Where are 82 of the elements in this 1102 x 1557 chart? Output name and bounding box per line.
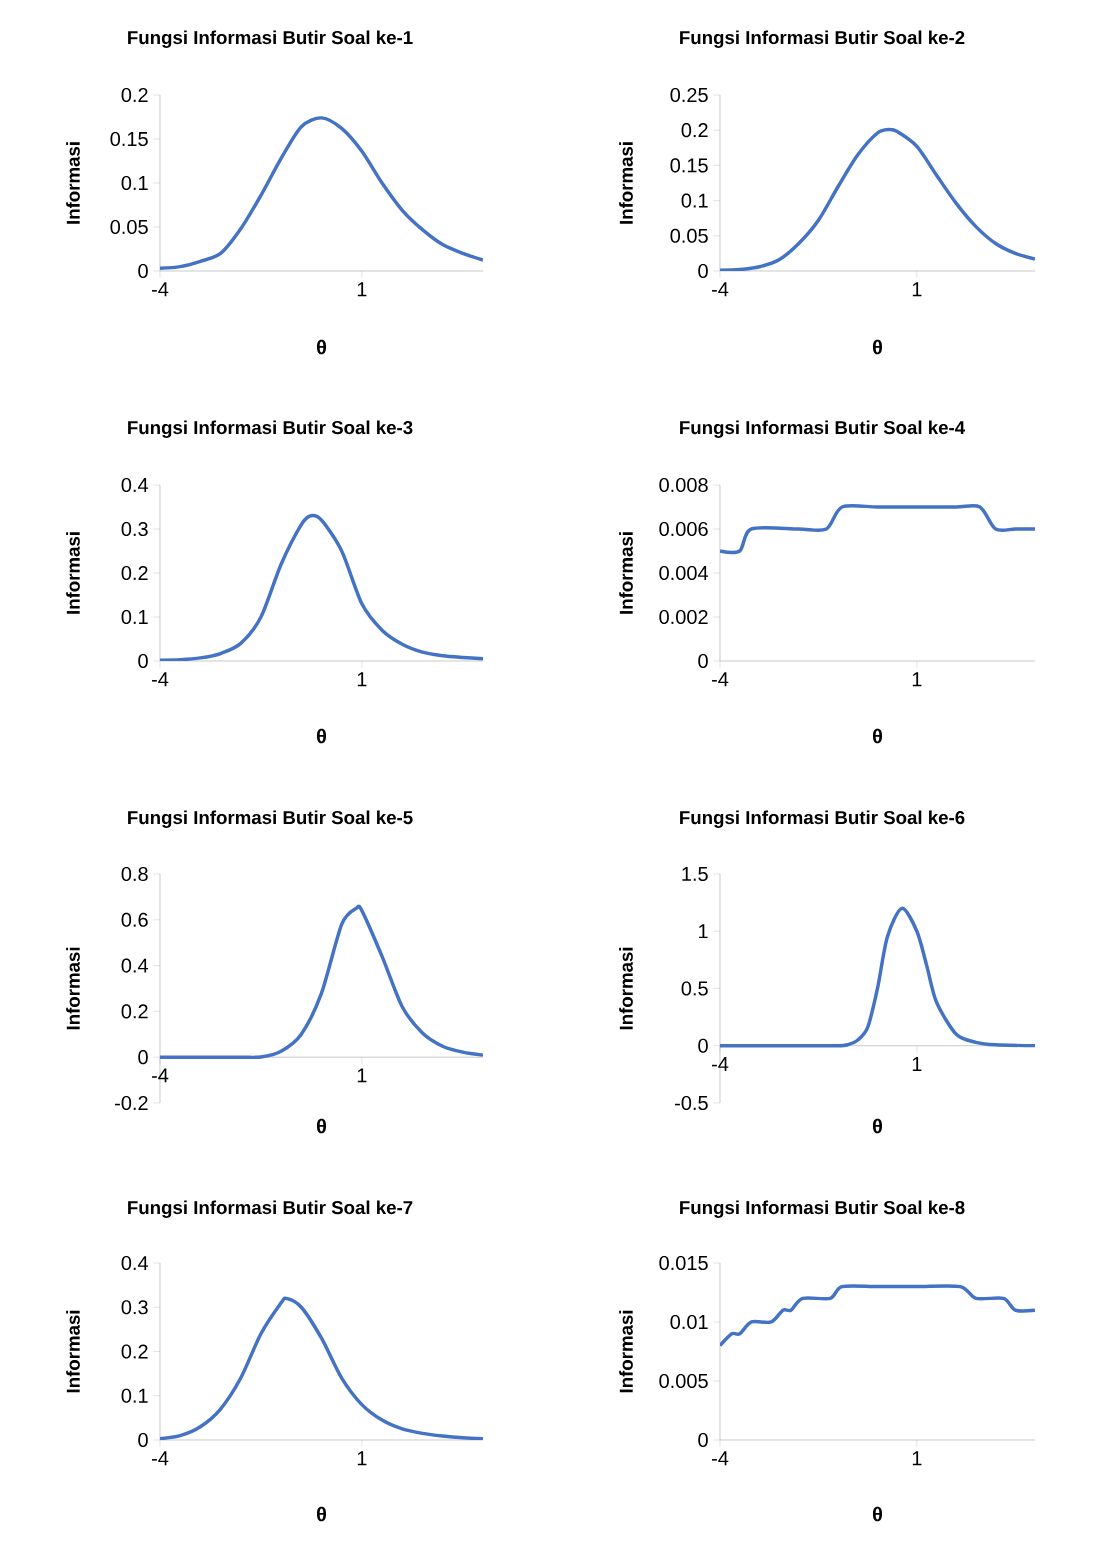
- y-tick-label: 0.2: [121, 1004, 148, 1019]
- y-tick-label: 1: [699, 924, 708, 939]
- y-tick-label: 0.004: [659, 565, 709, 581]
- y-axis-title: Informasi: [66, 1310, 80, 1393]
- y-tick-label: 0.1: [121, 1388, 148, 1403]
- x-tick-label: -4: [711, 672, 729, 687]
- y-axis-title: Informasi: [66, 947, 80, 1030]
- y-tick-label: 0.1: [681, 193, 708, 208]
- y-tick-label: 0.15: [110, 131, 148, 147]
- x-axis-title: θ: [872, 728, 883, 744]
- x-tick-label: 1: [357, 672, 367, 687]
- x-axis-title: θ: [316, 339, 327, 355]
- chart-title: Fungsi Informasi Butir Soal ke-5: [128, 810, 413, 828]
- y-tick-label: 0.8: [121, 866, 148, 882]
- y-tick-label: 0: [138, 263, 148, 279]
- y-tick-label: 0.2: [121, 87, 148, 103]
- y-tick-label: 0.015: [659, 1255, 708, 1271]
- y-tick-label: 0.3: [121, 1300, 148, 1315]
- y-tick-label: 0.5: [681, 981, 708, 996]
- y-tick-label: 0.002: [659, 609, 708, 625]
- x-tick-label: -4: [151, 672, 169, 687]
- y-tick-label: -0.2: [115, 1095, 148, 1111]
- chart-title: Fungsi Informasi Butir Soal ke-4: [680, 420, 966, 438]
- chart-title: Fungsi Informasi Butir Soal ke-1: [128, 30, 413, 48]
- y-axis-title: Informasi: [66, 142, 80, 224]
- y-tick-label: 0.2: [121, 565, 148, 581]
- line-series: [720, 906, 1035, 1048]
- x-tick-label: -4: [711, 1057, 729, 1071]
- x-tick-label: 1: [912, 1451, 922, 1466]
- x-tick-label: 1: [357, 1451, 367, 1466]
- y-tick-label: 0: [138, 1050, 148, 1065]
- y-tick-label: 0.4: [121, 477, 149, 493]
- x-tick-label: -4: [151, 282, 169, 297]
- x-tick-label: -4: [151, 1451, 169, 1466]
- y-tick-label: 0.008: [659, 477, 708, 493]
- line-series: [720, 1284, 1035, 1348]
- y-tick-label: 0.25: [670, 87, 708, 103]
- y-tick-label: 0: [698, 1038, 708, 1053]
- chart-title: Fungsi Informasi Butir Soal ke-3: [128, 420, 413, 438]
- y-tick-label: 0: [138, 1432, 148, 1448]
- chart-title: Fungsi Informasi Butir Soal ke-6: [680, 810, 965, 828]
- x-tick-label: -4: [711, 1451, 729, 1466]
- y-tick-label: 0.4: [121, 1255, 149, 1271]
- y-tick-label: 0.01: [670, 1314, 708, 1330]
- chart-title: Fungsi Informasi Butir Soal ke-7: [128, 1200, 413, 1218]
- y-tick-label: 0.005: [659, 1373, 708, 1389]
- y-axis-title: Informasi: [619, 532, 633, 614]
- chart-title: Fungsi Informasi Butir Soal ke-8: [680, 1200, 965, 1218]
- x-tick-label: 1: [357, 282, 367, 297]
- x-axis-title: θ: [316, 1506, 327, 1522]
- x-axis-title: θ: [316, 728, 327, 744]
- x-tick-label: -4: [711, 282, 729, 297]
- y-tick-label: 0.05: [110, 219, 148, 235]
- y-tick-label: 0.05: [670, 228, 708, 243]
- y-axis-title: Informasi: [619, 1310, 633, 1393]
- y-tick-label: 0.2: [121, 1344, 148, 1359]
- y-tick-label: 0: [698, 653, 708, 669]
- x-axis-title: θ: [316, 1118, 327, 1134]
- y-tick-label: 0.1: [121, 175, 148, 191]
- y-axis-title: Informasi: [619, 947, 633, 1030]
- y-tick-label: 0.15: [670, 158, 708, 173]
- y-tick-label: 0: [698, 1432, 708, 1448]
- x-tick-label: -4: [151, 1068, 169, 1083]
- x-tick-label: 1: [912, 282, 922, 297]
- x-tick-label: 1: [912, 672, 922, 687]
- y-tick-label: 0.2: [681, 123, 708, 138]
- y-tick-label: -0.5: [675, 1095, 708, 1111]
- x-axis-title: θ: [872, 1118, 883, 1134]
- line-series: [160, 905, 483, 1060]
- x-axis-title: θ: [872, 1506, 883, 1522]
- y-tick-label: 0.4: [121, 958, 149, 973]
- y-tick-label: 0.3: [121, 521, 148, 537]
- y-axis-title: Informasi: [66, 532, 80, 614]
- y-axis-title: Informasi: [619, 142, 633, 224]
- y-tick-label: 0.6: [121, 912, 148, 927]
- chart-title: Fungsi Informasi Butir Soal ke-2: [680, 30, 965, 48]
- y-tick-label: 0: [698, 263, 708, 279]
- y-tick-label: 1.5: [682, 867, 708, 881]
- y-tick-label: 0.006: [659, 521, 708, 537]
- y-tick-label: 0.1: [121, 609, 148, 625]
- x-axis-title: θ: [872, 339, 883, 355]
- y-tick-label: 0: [138, 653, 148, 669]
